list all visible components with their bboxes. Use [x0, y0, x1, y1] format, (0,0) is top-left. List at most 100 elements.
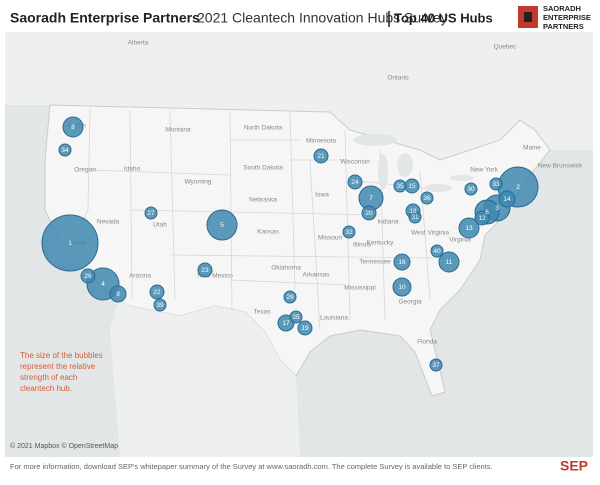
region-label: Ontario — [387, 75, 409, 82]
hub-bubble — [474, 210, 490, 226]
hub-rank: 36 — [423, 195, 431, 202]
region-label: Florida — [417, 339, 437, 346]
note-line: strength of each — [20, 373, 77, 382]
region-label: Minnesota — [306, 138, 336, 145]
hub-bubble — [144, 206, 158, 220]
hub-rank: 13 — [465, 225, 473, 232]
hub-rank: 20 — [365, 210, 373, 217]
hub-rank: 16 — [398, 259, 406, 266]
region-label: South Dakota — [243, 165, 283, 172]
region-label: Wisconsin — [340, 159, 370, 166]
hub-bubble — [392, 277, 412, 297]
subtitle: Top 40 US Hubs — [394, 10, 493, 25]
title: 2021 Cleantech Innovation Hubs Survey — [197, 10, 448, 26]
mexico — [110, 300, 300, 457]
region-label: Maine — [523, 145, 541, 152]
hub-bubble — [498, 190, 516, 208]
hub-rank: 39 — [156, 302, 164, 309]
region-label: Arizona — [129, 273, 151, 280]
hub-rank: 15 — [408, 183, 416, 190]
logo-text: ENTERPRISE — [543, 13, 591, 22]
hub-rank: 35 — [396, 183, 404, 190]
state-lines — [69, 107, 441, 331]
hub-bubble — [206, 209, 238, 241]
hub-rank: 18 — [409, 208, 417, 215]
region-label: Quebec — [494, 44, 518, 51]
lake — [424, 184, 452, 192]
region-label: New Brunswick — [538, 163, 583, 170]
region-label: Mississippi — [344, 285, 375, 292]
hub-bubble — [458, 217, 480, 239]
hub-bubble — [430, 244, 444, 258]
region-label: Alberta — [128, 40, 149, 47]
hub-rank: 40 — [433, 248, 441, 255]
region-label: Virginia — [449, 237, 471, 244]
hub-bubble — [62, 116, 84, 138]
footer-text: For more information, download SEP's whi… — [10, 462, 493, 471]
region-label: Indiana — [377, 219, 399, 226]
hub-bubble — [58, 143, 72, 157]
logo-mark-inner — [524, 12, 532, 22]
hub-rank: 25 — [292, 314, 300, 321]
hub-rank: 33 — [492, 181, 500, 188]
attribution: © 2021 Mapbox © OpenStreetMap — [10, 442, 118, 450]
hub-rank: 2 — [516, 184, 520, 191]
hub-rank: 29 — [286, 294, 294, 301]
region-label: Nevada — [97, 219, 120, 226]
hub-rank: 9 — [116, 291, 120, 298]
hub-rank: 5 — [220, 222, 224, 229]
footer-logo: SEP — [560, 458, 588, 474]
region-label: Kansas — [257, 229, 279, 236]
hub-bubble — [109, 285, 127, 303]
hub-bubble — [153, 298, 167, 312]
canada — [5, 32, 593, 160]
hub-bubble — [80, 268, 96, 284]
hub-bubble — [393, 179, 407, 193]
hub-bubble — [283, 290, 297, 304]
hub-rank: 19 — [301, 325, 309, 332]
region-label: Nebraska — [249, 197, 277, 204]
region-label: Louisiana — [320, 315, 348, 322]
hub-bubble — [197, 262, 213, 278]
hub-rank: 27 — [147, 210, 155, 217]
hubs: 1234567891011121314151617181920212223242… — [41, 116, 539, 372]
hub-rank: 3 — [495, 205, 499, 212]
region-label: Georgia — [398, 299, 422, 306]
hub-bubble — [41, 214, 99, 272]
hub-bubble — [297, 320, 313, 336]
hub-rank: 10 — [398, 284, 406, 291]
lake — [450, 175, 474, 181]
note-line: represent the relative — [20, 362, 96, 371]
hub-bubble — [464, 182, 478, 196]
hub-rank: 21 — [317, 153, 325, 160]
lake — [378, 154, 388, 190]
hub-rank: 8 — [71, 124, 75, 131]
hub-bubble — [313, 148, 329, 164]
hub-rank: 17 — [282, 320, 290, 327]
hub-bubble — [393, 253, 411, 271]
hub-bubble — [149, 284, 165, 300]
hub-rank: 23 — [201, 267, 209, 274]
hub-bubble — [420, 191, 434, 205]
hub-bubble — [438, 251, 460, 273]
hub-bubble — [489, 177, 503, 191]
logo-text: PARTNERS — [543, 22, 584, 31]
region-label: Idaho — [124, 166, 141, 173]
hub-rank: 26 — [84, 273, 92, 280]
lake — [397, 153, 413, 177]
hub-rank: 24 — [351, 179, 359, 186]
region-label: Missouri — [318, 235, 342, 242]
region-label: Oklahoma — [271, 265, 301, 272]
hub-bubble — [408, 210, 422, 224]
hub-rank: 22 — [153, 289, 161, 296]
hub-rank: 34 — [61, 147, 69, 154]
hub-rank: 14 — [503, 196, 511, 203]
hub-bubble — [429, 358, 443, 372]
lake — [353, 134, 397, 146]
region-label: New York — [470, 167, 498, 174]
logo-text: SAORADH — [543, 4, 581, 13]
note-line: The size of the bubbles — [20, 351, 103, 360]
region-label: West Virginia — [411, 230, 449, 237]
hub-rank: 31 — [411, 214, 419, 221]
